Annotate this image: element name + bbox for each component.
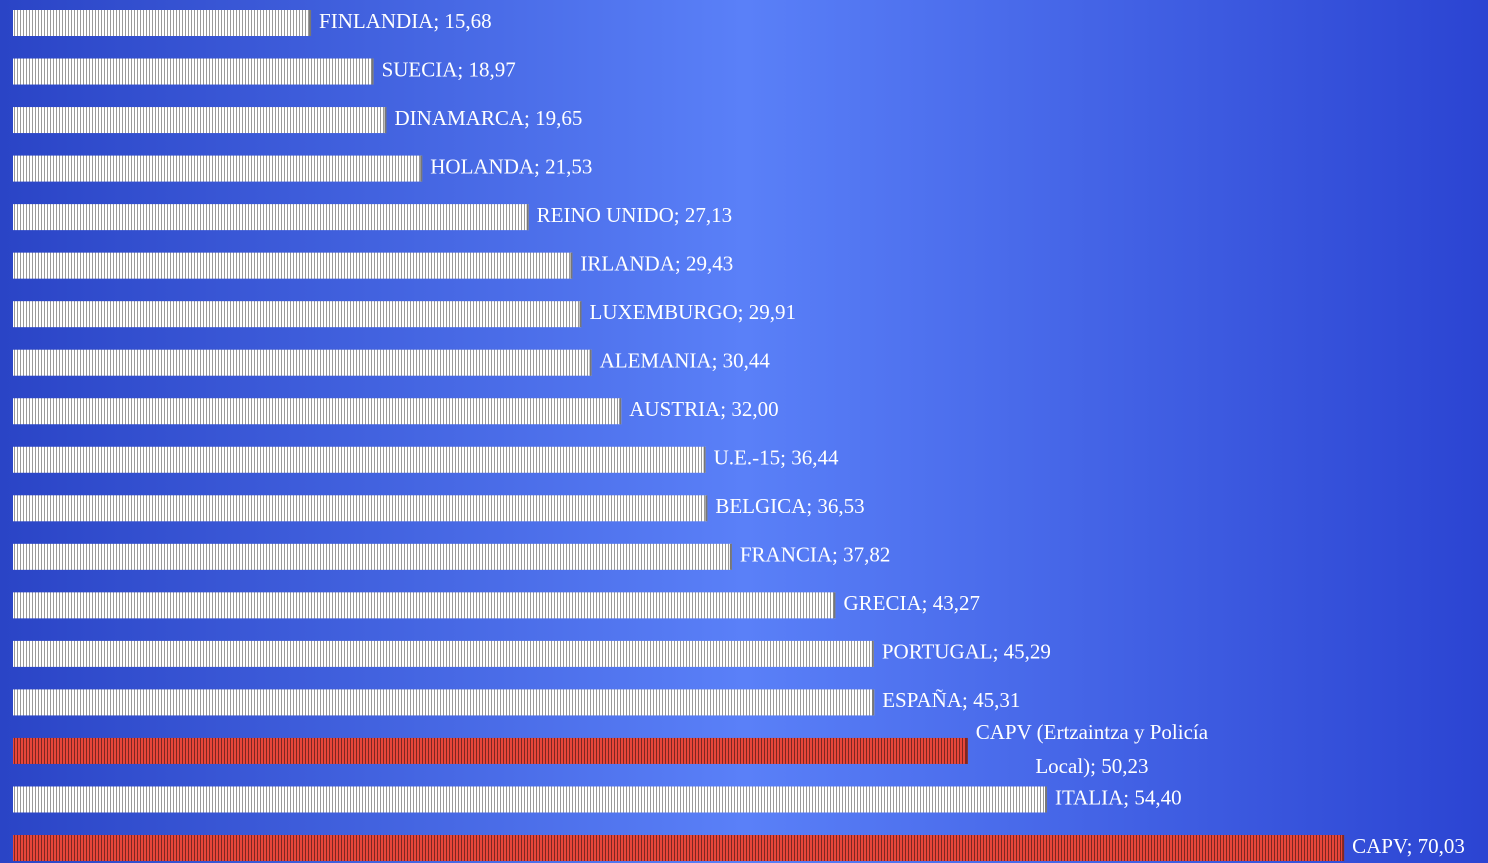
bar: [13, 786, 1048, 813]
bar: [13, 689, 875, 716]
bar-end: [371, 58, 374, 85]
bar: [13, 543, 732, 570]
bar: [13, 252, 573, 279]
bar: [13, 446, 706, 473]
data-label: DINAMARCA; 19,65: [395, 106, 583, 130]
bar-end: [833, 592, 836, 619]
data-label: ALEMANIA; 30,44: [600, 349, 771, 373]
bar-end: [729, 543, 732, 570]
bar: [13, 398, 622, 425]
bar: [13, 301, 582, 328]
bar-end: [705, 495, 708, 522]
bar-end: [589, 349, 592, 376]
bar: [13, 495, 708, 522]
data-label: AUSTRIA; 32,00: [629, 397, 778, 421]
bar-end: [526, 204, 529, 231]
bar: [13, 107, 387, 134]
bar-end: [420, 155, 423, 182]
bar-end: [619, 398, 622, 425]
bar: [13, 835, 1345, 862]
data-label: GRECIA; 43,27: [843, 591, 980, 615]
data-label: HOLANDA; 21,53: [430, 154, 592, 178]
bar-end: [965, 737, 968, 764]
data-label: REINO UNIDO; 27,13: [537, 203, 732, 227]
data-label: PORTUGAL; 45,29: [882, 640, 1051, 664]
bar-end: [579, 301, 582, 328]
bar-end: [703, 446, 706, 473]
data-label: CAPV (Ertzaintza y Policía Local); 50,23: [976, 720, 1209, 778]
data-label: U.E.-15; 36,44: [714, 446, 839, 470]
bar-end: [1045, 786, 1048, 813]
data-label: ITALIA; 54,40: [1055, 785, 1182, 809]
data-label: CAPV; 70,03: [1352, 834, 1465, 858]
bar: [13, 592, 836, 619]
bar: [13, 10, 312, 36]
bar: [13, 737, 968, 764]
bar: [13, 204, 529, 231]
bar-end: [570, 252, 573, 279]
data-label: LUXEMBURGO; 29,91: [590, 300, 797, 324]
data-label: FINLANDIA; 15,68: [319, 9, 492, 33]
data-label: ESPAÑA; 45,31: [882, 688, 1020, 712]
data-label: FRANCIA; 37,82: [740, 543, 891, 567]
bar: [13, 155, 423, 182]
bar-end: [384, 107, 387, 134]
bar: [13, 349, 592, 376]
bar-end: [872, 689, 875, 716]
bar: [13, 58, 374, 85]
bar-end: [1342, 835, 1345, 862]
bar-end: [871, 640, 874, 667]
bar-end: [309, 10, 312, 36]
data-label: IRLANDA; 29,43: [580, 251, 733, 275]
data-label: SUECIA; 18,97: [382, 57, 516, 81]
data-label: BELGICA; 36,53: [715, 494, 864, 518]
bar: [13, 640, 874, 667]
